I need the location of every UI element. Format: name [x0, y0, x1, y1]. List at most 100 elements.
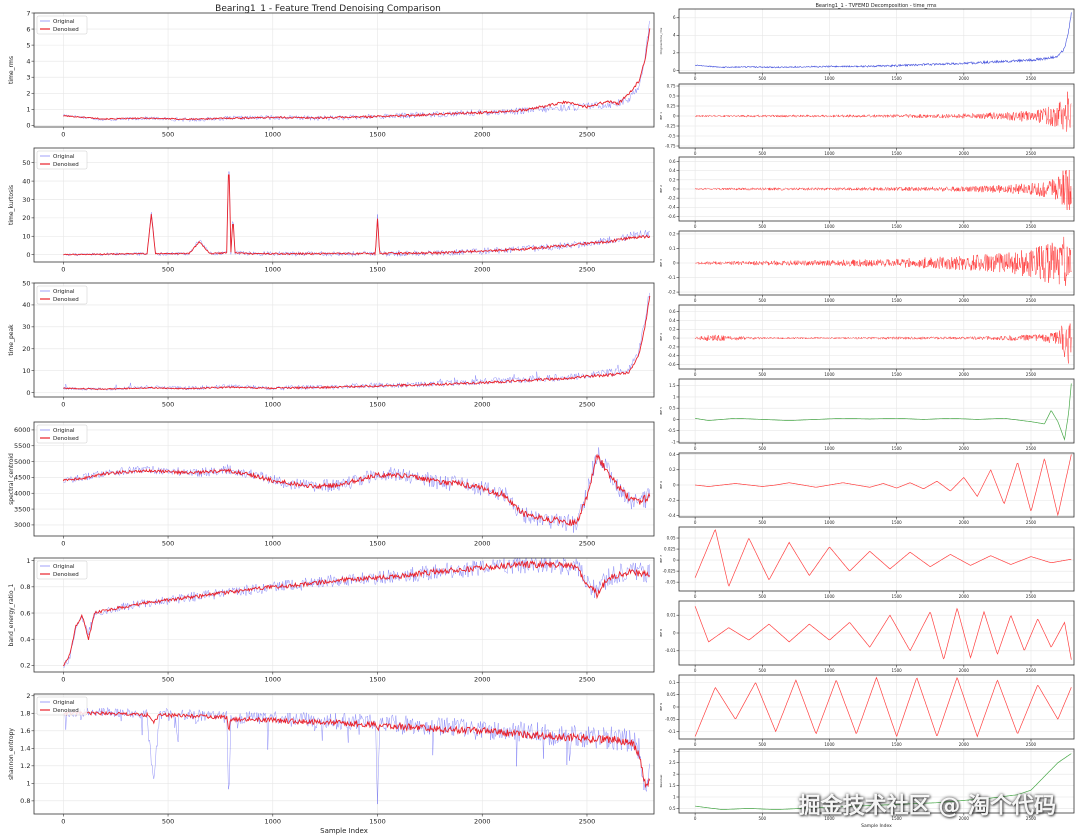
y-tick-label: 2 [673, 50, 676, 55]
x-tick-label: 2000 [474, 401, 491, 409]
y-tick-label: 1.5 [669, 383, 676, 388]
x-tick-label: 2000 [474, 676, 491, 684]
x-tick-label: 2000 [959, 816, 970, 821]
y-tick-label: 10 [22, 367, 30, 375]
plot-area [34, 148, 654, 262]
x-tick-label: 0 [61, 540, 65, 548]
y-tick-label: 0 [673, 186, 676, 191]
chart-13: 0 500 1000 1500 2000 2500 -0.05 -0.025 0 0.025 0.0… [659, 526, 1075, 599]
y-tick-label: 1.8 [20, 710, 30, 718]
x-tick-label: 1000 [824, 372, 835, 377]
x-tick-label: 1500 [369, 818, 386, 826]
y-axis-label: time_rms [8, 56, 15, 84]
chart-2: 0 500 1000 1500 2000 2500 0 10 20 30 40 50 time_peak… [8, 279, 655, 409]
y-tick-label: -0.5 [668, 428, 676, 433]
y-tick-label: 0 [673, 630, 676, 635]
y-tick-label: -0.4 [668, 513, 676, 518]
x-tick-label: 1500 [892, 372, 903, 377]
x-tick-label: 1000 [265, 676, 282, 684]
x-tick-label: 2500 [579, 540, 596, 548]
x-tick-label: 2000 [474, 540, 491, 548]
axes-frame [678, 526, 1075, 592]
y-axis-label: IMF 6 [659, 481, 663, 489]
x-tick-label: 1000 [824, 446, 835, 451]
watermark: 掘金技术社区 @ 淘个代码 [798, 794, 1056, 819]
plot-area [34, 558, 654, 672]
x-tick-label: 0 [61, 818, 65, 826]
series-imf [694, 676, 1072, 738]
y-tick-label: 1.2 [20, 762, 30, 770]
y-tick-label: 4 [673, 33, 676, 38]
y-tick-label: 4000 [14, 490, 31, 498]
y-tick-label: 0.4 [669, 318, 676, 323]
legend-entry: Original [53, 154, 75, 160]
chart-4: 0 500 1000 1500 2000 2500 0.2 0.4 0.6 0.8 1 band_en… [8, 557, 655, 684]
x-tick-label: 2000 [959, 76, 970, 81]
y-tick-label: 0 [26, 251, 30, 259]
y-axis-label: Residual [659, 775, 663, 788]
y-tick-label: 0.1 [669, 246, 676, 251]
x-tick-label: 2000 [959, 594, 970, 599]
axes-frame [33, 693, 655, 815]
y-tick-label: 0.75 [667, 83, 676, 88]
y-tick-label: 6000 [14, 426, 31, 434]
x-tick-label: 2500 [579, 401, 596, 409]
y-tick-label: 0.2 [669, 467, 676, 472]
y-axis-label: spectral_centroid [8, 453, 15, 505]
x-tick-label: 2500 [579, 266, 596, 274]
x-tick-label: 0 [694, 76, 697, 81]
x-tick-label: 2000 [959, 446, 970, 451]
x-tick-label: 1000 [824, 816, 835, 821]
x-axis-label: Sample Index [320, 827, 368, 835]
x-tick-label: 0 [694, 298, 697, 303]
x-tick-label: 500 [162, 540, 174, 548]
y-tick-label: 0.4 [669, 168, 676, 173]
x-tick-label: 2500 [1026, 742, 1037, 747]
y-tick-label: 4500 [14, 474, 31, 482]
x-tick-label: 2000 [474, 266, 491, 274]
series-imf [695, 236, 1072, 286]
x-tick-label: 2500 [1026, 224, 1037, 229]
x-tick-label: 1500 [892, 151, 903, 156]
y-axis-label: IMF 8 [659, 629, 663, 637]
y-tick-label: 0.1 [669, 680, 676, 685]
chart-16: 0 500 1000 1500 2000 2500 0.5 1 1.5 2 2.5 3 Residual… [659, 748, 1075, 829]
axes-frame [678, 8, 1075, 74]
x-tick-label: 500 [758, 668, 766, 673]
x-tick-label: 1000 [265, 818, 282, 826]
x-tick-label: 2500 [1026, 372, 1037, 377]
y-tick-label: 5000 [14, 458, 31, 466]
x-tick-label: 1000 [824, 298, 835, 303]
left-figure-title: Bearing1_1 - Feature Trend Denoising Com… [215, 4, 441, 14]
x-tick-label: 500 [758, 76, 766, 81]
series-imf [694, 169, 1072, 211]
chart-3: 0 500 1000 1500 2000 2500 3000 3500 4000 4500 5000… [8, 421, 655, 548]
x-tick-label: 1000 [265, 131, 282, 139]
y-tick-label: 3 [673, 749, 676, 754]
x-tick-label: 1500 [892, 76, 903, 81]
chart-8: 0 500 1000 1500 2000 2500 -0.6 -0.4 -0.2 0 0.2 0.4 0… [659, 156, 1075, 229]
legend-entry: Original [53, 564, 75, 570]
y-tick-label: 6 [673, 15, 676, 20]
x-tick-label: 2500 [579, 676, 596, 684]
y-tick-label: -0.6 [668, 362, 676, 367]
y-tick-label: 1 [26, 106, 30, 114]
y-tick-label: -0.25 [665, 123, 676, 128]
plot-area [679, 305, 1074, 369]
x-tick-label: 500 [758, 298, 766, 303]
x-tick-label: 1000 [265, 540, 282, 548]
y-tick-label: 30 [22, 196, 30, 204]
y-tick-label: 0.05 [667, 535, 676, 540]
legend-entry: Denoised [53, 297, 79, 303]
x-tick-label: 2000 [474, 131, 491, 139]
y-tick-label: 0 [26, 389, 30, 397]
y-tick-label: 0 [673, 68, 676, 73]
y-axis-label: time_kurtosis [8, 185, 15, 225]
y-tick-label: 20 [22, 214, 30, 222]
y-tick-label: 3000 [14, 521, 31, 529]
y-tick-label: 50 [22, 279, 30, 287]
x-tick-label: 1000 [824, 594, 835, 599]
y-tick-label: 7 [26, 9, 30, 17]
x-tick-label: 500 [758, 151, 766, 156]
